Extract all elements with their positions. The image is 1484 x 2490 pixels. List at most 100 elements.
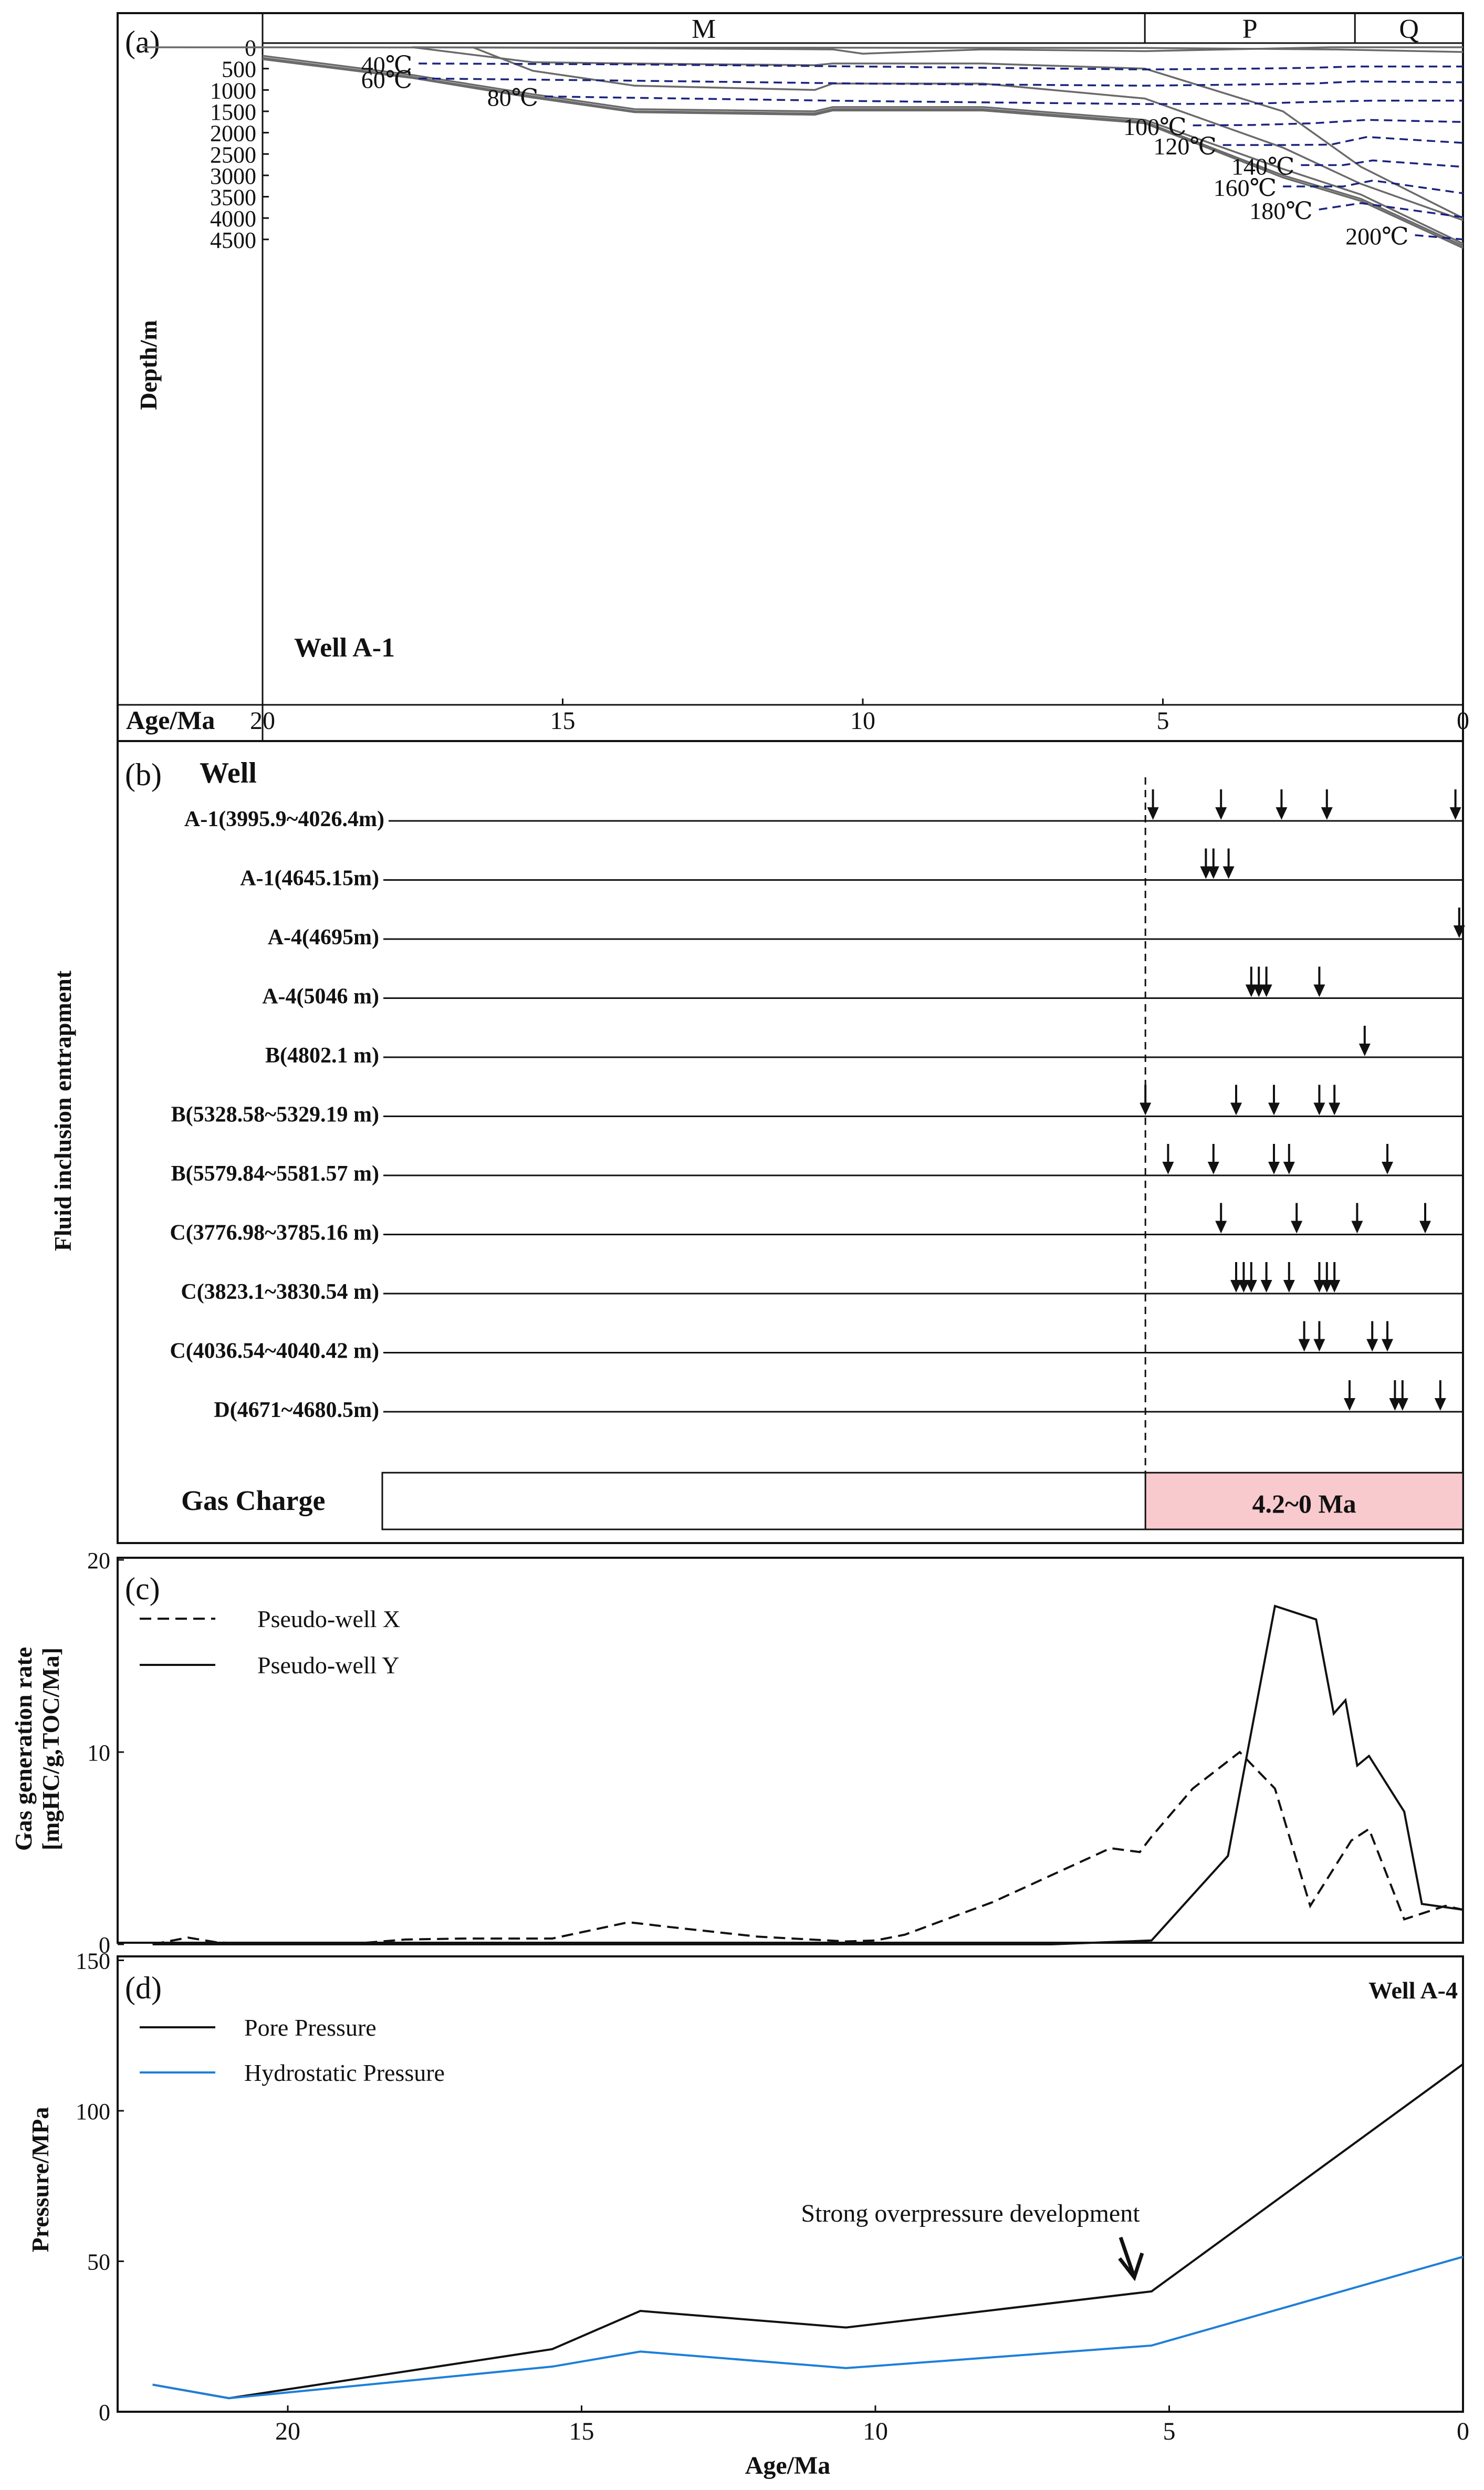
inclusion-rows: A-1(3995.9~4026.4m) A-1(4645.15m) A-4(4695… — [170, 789, 1465, 1422]
panel-b-fluid-inclusions: (b) Well Fluid inclusion entrapment A-1(… — [49, 740, 1465, 1544]
depth-tick-label: 2500 — [210, 142, 256, 168]
isotherm-label: 160℃ — [1214, 174, 1277, 201]
well-a4-label: Well A-4 — [1368, 1977, 1458, 2004]
legend-label: Hydrostatic Pressure — [244, 2059, 445, 2086]
overpressure-annotation: Strong overpressure development — [801, 2200, 1140, 2227]
inclusion-arrow-head — [1313, 984, 1325, 997]
isotherm-label: 100℃ — [1123, 113, 1186, 140]
age-tick-label: 5 — [1163, 2418, 1176, 2445]
depth-tick-label: 2000 — [210, 121, 256, 147]
inclusion-arrow-head — [1313, 1280, 1325, 1293]
inclusion-arrow-head — [1276, 807, 1288, 820]
pressure-tick-label: 100 — [76, 2099, 110, 2124]
inclusion-arrow-head — [1396, 1398, 1408, 1411]
age-tick-label: 0 — [1457, 707, 1469, 735]
inclusion-arrow-head — [1389, 1398, 1401, 1411]
age-tick-label: 0 — [1457, 2418, 1469, 2445]
gas-rate-line — [152, 1605, 1464, 1945]
inclusion-arrow-head — [1253, 984, 1265, 997]
inclusion-arrow-head — [1321, 807, 1333, 820]
well-row-label: A-4(4695m) — [268, 925, 379, 950]
depth-tick-label: 1000 — [210, 78, 256, 103]
inclusion-arrow-head — [1382, 1339, 1393, 1352]
burial-line — [412, 46, 1464, 219]
inclusion-arrow-head — [1449, 807, 1461, 820]
inclusion-arrow-head — [1419, 1221, 1431, 1234]
inclusion-arrow-head — [1162, 1162, 1174, 1174]
inclusion-arrow-head — [1200, 866, 1212, 879]
legend-label: Pseudo-well X — [257, 1606, 400, 1632]
panel-d-legend: Pore Pressure Hydrostatic Pressure — [140, 2014, 445, 2086]
well-row-label: C(3776.98~3785.16 m) — [170, 1221, 379, 1245]
pressure-tick-label: 50 — [87, 2249, 110, 2275]
gas-charge-window — [1144, 1472, 1464, 1530]
panel-a-label: (a) — [125, 25, 160, 59]
inclusion-arrow-head — [1382, 1162, 1393, 1174]
isotherm-label: 60℃ — [361, 66, 412, 93]
inclusion-arrow-head — [1268, 1162, 1280, 1174]
inclusion-arrow-head — [1260, 1280, 1272, 1293]
inclusion-arrow-head — [1268, 1102, 1280, 1116]
isotherm-line — [419, 62, 1463, 71]
panel-c-label: (c) — [125, 1571, 160, 1606]
legend-label: Pore Pressure — [244, 2014, 377, 2041]
inclusion-arrow-head — [1351, 1221, 1363, 1234]
gas-charge-label: Gas Charge — [181, 1485, 325, 1516]
isotherm-label: 140℃ — [1231, 153, 1294, 180]
inclusion-arrow-head — [1358, 1044, 1371, 1056]
well-row-label: B(5328.58~5329.19 m) — [171, 1103, 379, 1127]
age-tick-label: 10 — [850, 707, 875, 735]
inclusion-arrow-head — [1434, 1398, 1446, 1411]
well-row-label: C(3823.1~3830.54 m) — [181, 1280, 379, 1304]
isotherm-label: 180℃ — [1249, 197, 1312, 224]
well-row-label: A-1(4645.15m) — [240, 867, 379, 891]
isotherm-label: 200℃ — [1345, 223, 1408, 250]
panel-d-xlabel: Age/Ma — [745, 2452, 831, 2479]
rate-tick-label: 10 — [87, 1740, 110, 1766]
age-tick-label: 10 — [863, 2418, 888, 2445]
inclusion-arrow-head — [1453, 925, 1465, 938]
panel-c-ylabel-line2: [mgHC/g,TOC/Ma] — [37, 1648, 64, 1850]
inclusion-arrow-head — [1230, 1280, 1242, 1293]
age-tick-label: 20 — [250, 707, 275, 735]
isotherm-line — [1301, 159, 1464, 168]
well-row-label: C(4036.54~4040.42 m) — [170, 1339, 379, 1363]
panel-c-gas-generation: (c) Gas generation rate [mgHC/g,TOC/Ma] … — [10, 1548, 1464, 1958]
isotherm-line — [1319, 202, 1464, 218]
panel-d-frame — [117, 1955, 1464, 2413]
panel-c-ticks: 0 10 20 — [87, 1548, 124, 1958]
inclusion-arrow-head — [1245, 1280, 1257, 1293]
panel-b-label: (b) — [125, 757, 162, 792]
isotherm-label: 80℃ — [487, 84, 538, 111]
epoch-label: Q — [1399, 14, 1419, 44]
inclusion-arrow-head — [1366, 1339, 1378, 1352]
gas-rate-line — [152, 1751, 1464, 1945]
inclusion-arrow-head — [1207, 866, 1219, 879]
inclusion-arrow-head — [1313, 1339, 1325, 1352]
isotherm-line — [1283, 179, 1464, 194]
inclusion-arrow-head — [1222, 866, 1235, 879]
depth-tick-label: 1500 — [210, 99, 256, 125]
panel-d-label: (d) — [125, 1971, 162, 2005]
inclusion-arrow-head — [1283, 1162, 1295, 1174]
age-tick-label: 15 — [569, 2418, 594, 2445]
panel-b-frame — [117, 740, 1464, 1544]
inclusion-arrow-head — [1245, 984, 1257, 997]
pressure-line — [152, 2255, 1464, 2400]
burial-line — [412, 46, 1463, 55]
pressure-tick-label: 150 — [76, 1949, 110, 1974]
panel-c-frame — [117, 1557, 1464, 1944]
inclusion-arrow-head — [1215, 807, 1227, 820]
inclusion-arrow-head — [1329, 1102, 1341, 1116]
burial-line — [262, 57, 1464, 247]
inclusion-arrow-head — [1329, 1280, 1341, 1293]
panel-d-ylabel: Pressure/MPa — [27, 2107, 54, 2253]
inclusion-arrow-head — [1313, 1102, 1325, 1116]
panel-c-legend: Pseudo-well X Pseudo-well Y — [140, 1606, 400, 1679]
inclusion-arrow-head — [1344, 1398, 1355, 1411]
inclusion-arrow-head — [1230, 1102, 1242, 1116]
panel-c-ylabel-line1: Gas generation rate — [10, 1647, 37, 1851]
